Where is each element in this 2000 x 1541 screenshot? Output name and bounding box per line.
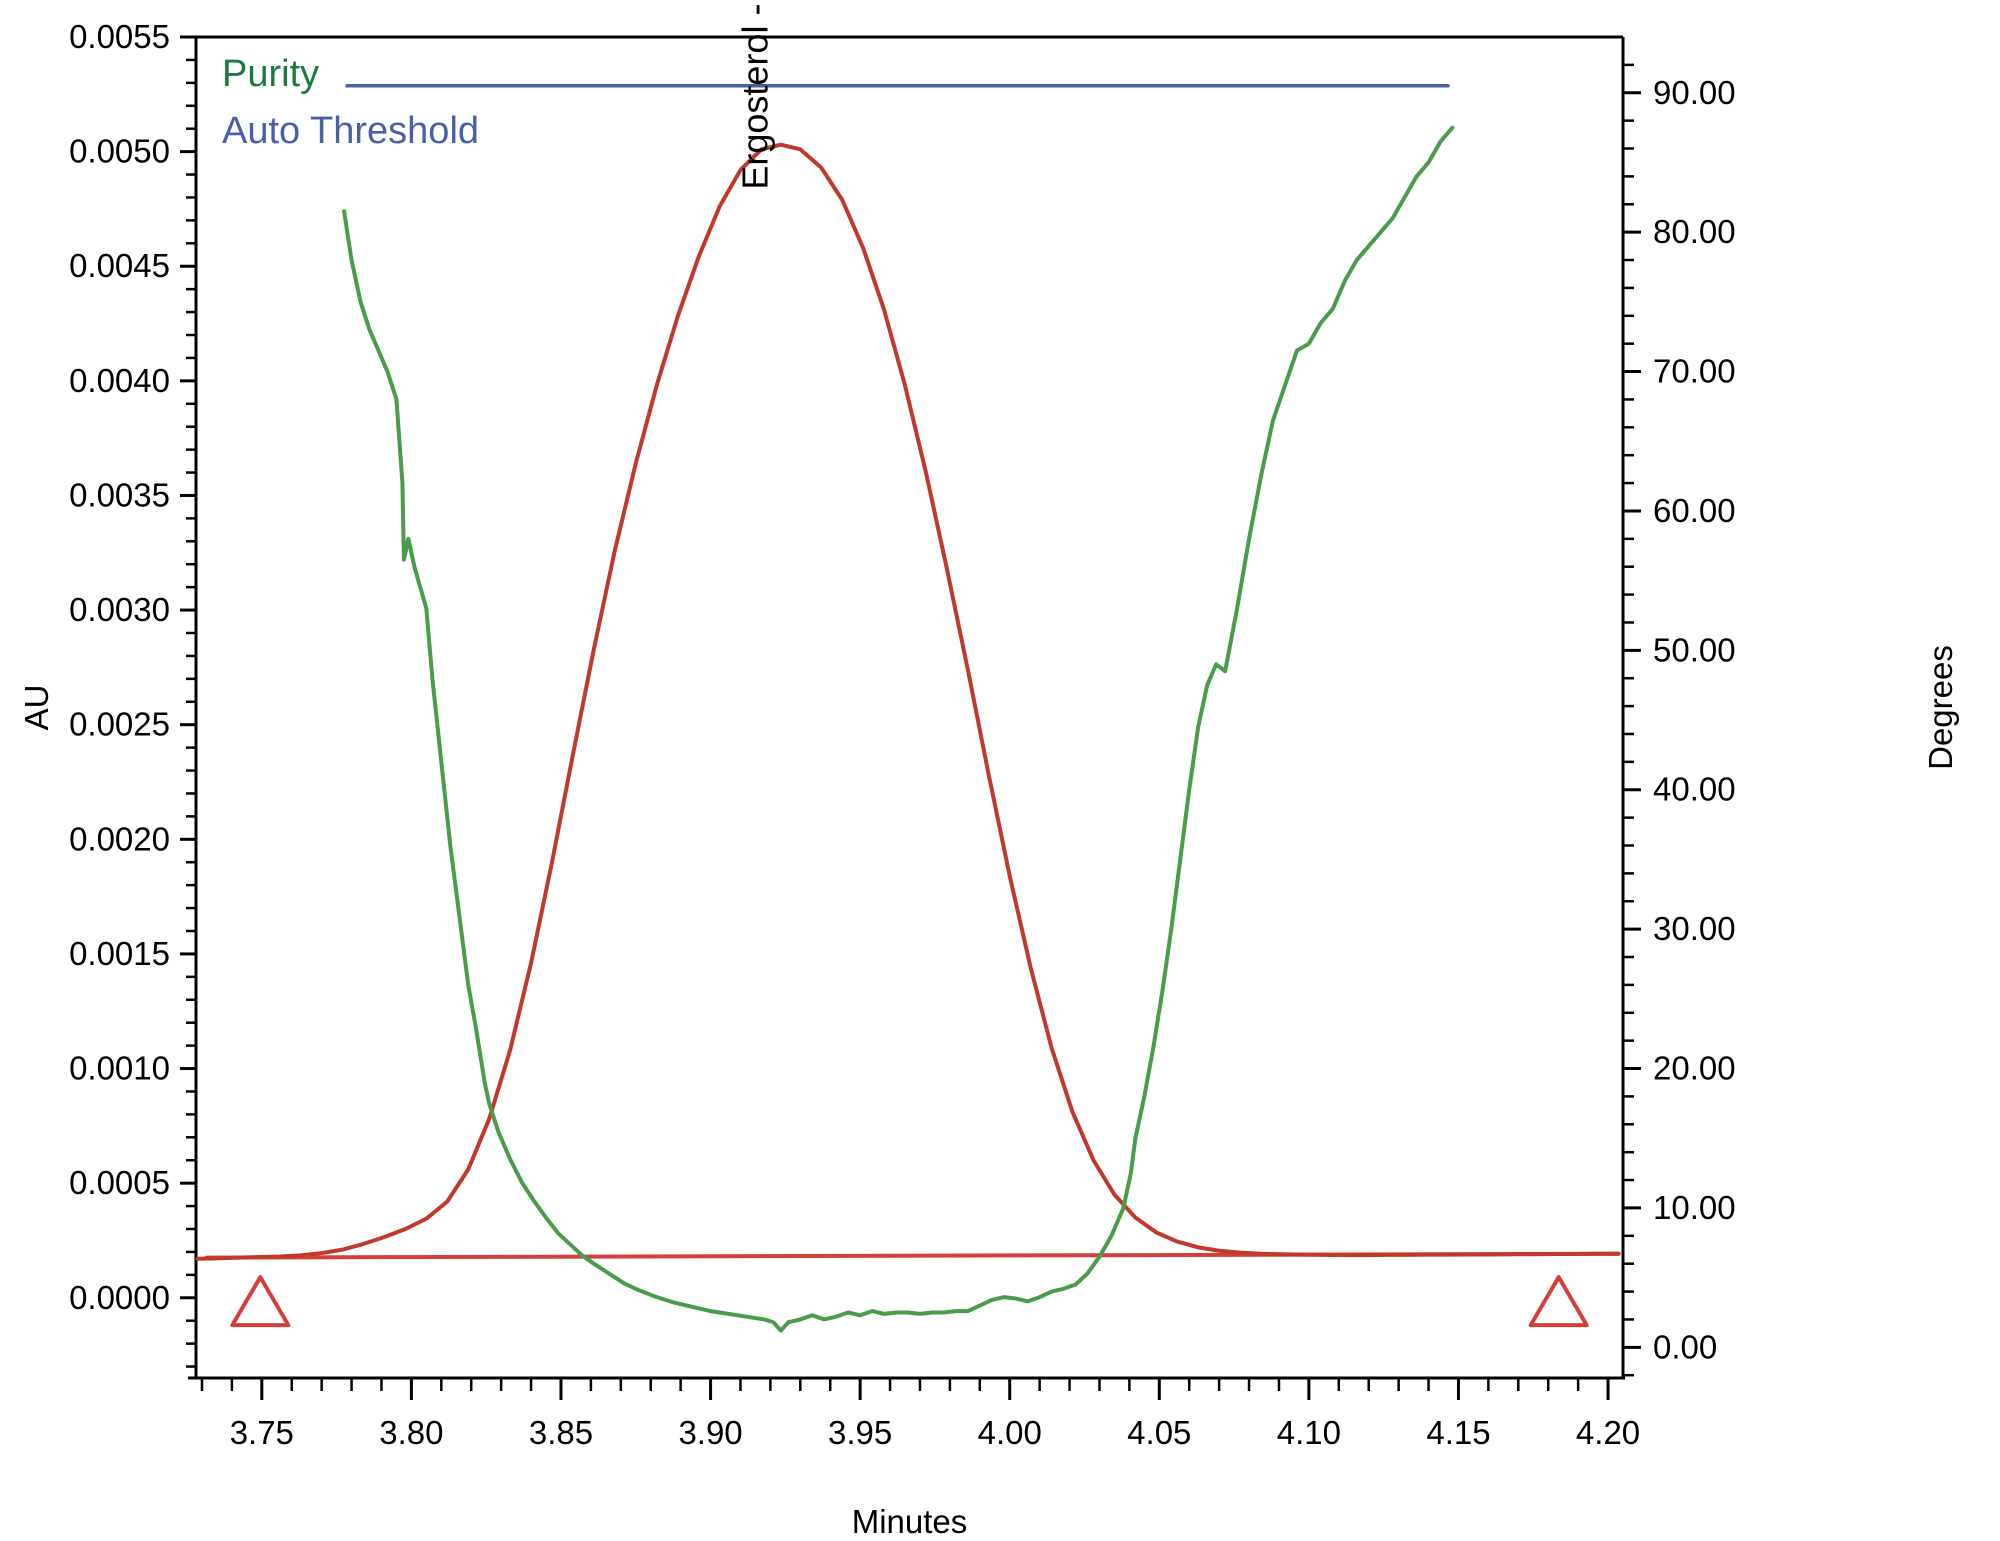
right-axis-tick-label: 0.00 xyxy=(1653,1328,1717,1365)
right-axis-tick-label: 10.00 xyxy=(1653,1189,1736,1226)
bottom-axis-tick-label: 3.80 xyxy=(379,1414,443,1451)
bottom-axis-tick-label: 4.10 xyxy=(1277,1414,1341,1451)
left-axis-tick-label: 0.0045 xyxy=(69,247,170,284)
left-axis-tick-label: 0.0030 xyxy=(69,591,170,628)
bottom-axis-tick-label: 3.95 xyxy=(828,1414,892,1451)
legend-label-auto-threshold: Auto Threshold xyxy=(222,110,479,152)
right-axis-tick-label: 60.00 xyxy=(1653,492,1736,529)
left-axis-tick-label: 0.0035 xyxy=(69,476,170,513)
left-axis-title: AU xyxy=(18,685,55,731)
left-axis-tick-label: 0.0015 xyxy=(69,935,170,972)
bottom-axis-tick-label: 3.75 xyxy=(230,1414,294,1451)
right-axis-tick-label: 20.00 xyxy=(1653,1050,1736,1087)
right-axis-tick-label: 30.00 xyxy=(1653,910,1736,947)
series-line-purity xyxy=(342,125,1455,1333)
left-axis-tick-label: 0.0055 xyxy=(69,18,170,55)
right-axis-tick-label: 70.00 xyxy=(1653,353,1736,390)
left-axis-tick-label: 0.0000 xyxy=(69,1279,170,1316)
left-axis-tick-label: 0.0040 xyxy=(69,362,170,399)
bottom-axis-tick-label: 4.15 xyxy=(1426,1414,1490,1451)
peak-start-marker xyxy=(230,1275,291,1328)
left-axis-tick-label: 0.0025 xyxy=(69,706,170,743)
bottom-axis-title: Minutes xyxy=(852,1503,968,1540)
right-axis-tick-label: 90.00 xyxy=(1653,74,1736,111)
left-axis-tick-label: 0.0050 xyxy=(69,133,170,170)
right-axis-tick-label: 80.00 xyxy=(1653,213,1736,250)
series-line-chromatogram xyxy=(195,142,1621,1261)
right-axis-title: Degrees xyxy=(1922,645,1959,770)
bottom-axis-tick-label: 4.20 xyxy=(1576,1414,1640,1451)
left-axis-tick-label: 0.0020 xyxy=(69,820,170,857)
bottom-axis-tick-label: 3.85 xyxy=(529,1414,593,1451)
bottom-axis-tick-label: 4.05 xyxy=(1127,1414,1191,1451)
right-axis-tick-label: 40.00 xyxy=(1653,771,1736,808)
peak-end-marker xyxy=(1528,1275,1589,1328)
left-axis-tick-label: 0.0005 xyxy=(69,1164,170,1201)
legend-label-purity: Purity xyxy=(222,53,319,95)
bottom-axis-tick-label: 4.00 xyxy=(978,1414,1042,1451)
peak-annotation-label: Ergosterol - 3.923 xyxy=(734,0,775,190)
right-axis-tick-label: 50.00 xyxy=(1653,631,1736,668)
left-axis-tick-label: 0.0010 xyxy=(69,1050,170,1087)
bottom-axis-tick-label: 3.90 xyxy=(678,1414,742,1451)
